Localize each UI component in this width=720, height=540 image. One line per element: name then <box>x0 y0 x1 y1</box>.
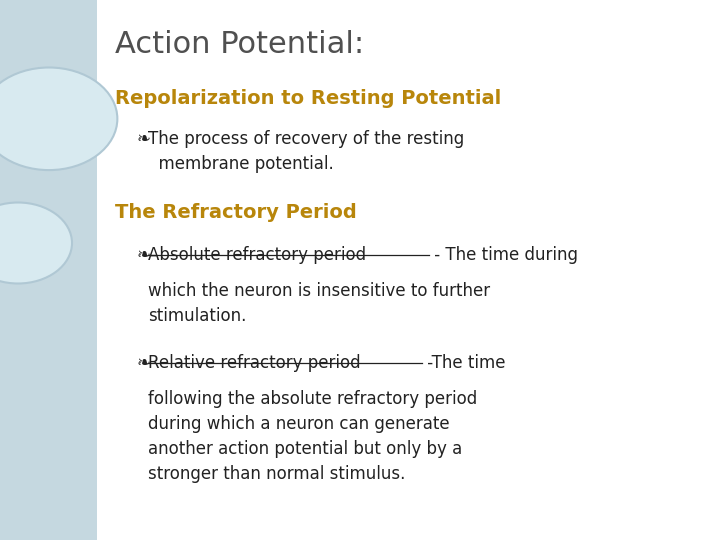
Text: following the absolute refractory period
during which a neuron can generate
anot: following the absolute refractory period… <box>148 390 477 483</box>
Text: Action Potential:: Action Potential: <box>115 30 364 59</box>
Text: ❧: ❧ <box>137 246 150 264</box>
Text: ❧: ❧ <box>137 130 150 147</box>
Text: - The time during: - The time during <box>429 246 578 264</box>
Circle shape <box>0 68 117 170</box>
Circle shape <box>0 202 72 284</box>
Text: Relative refractory period: Relative refractory period <box>148 354 360 372</box>
Text: The process of recovery of the resting
  membrane potential.: The process of recovery of the resting m… <box>148 130 464 173</box>
Text: Repolarization to Resting Potential: Repolarization to Resting Potential <box>115 89 501 108</box>
Text: which the neuron is insensitive to further
stimulation.: which the neuron is insensitive to furth… <box>148 282 490 326</box>
Bar <box>0 0 97 540</box>
Text: Absolute refractory period: Absolute refractory period <box>148 246 366 264</box>
Text: The Refractory Period: The Refractory Period <box>115 202 357 221</box>
Text: -The time: -The time <box>422 354 505 372</box>
Text: ❧: ❧ <box>137 354 150 372</box>
